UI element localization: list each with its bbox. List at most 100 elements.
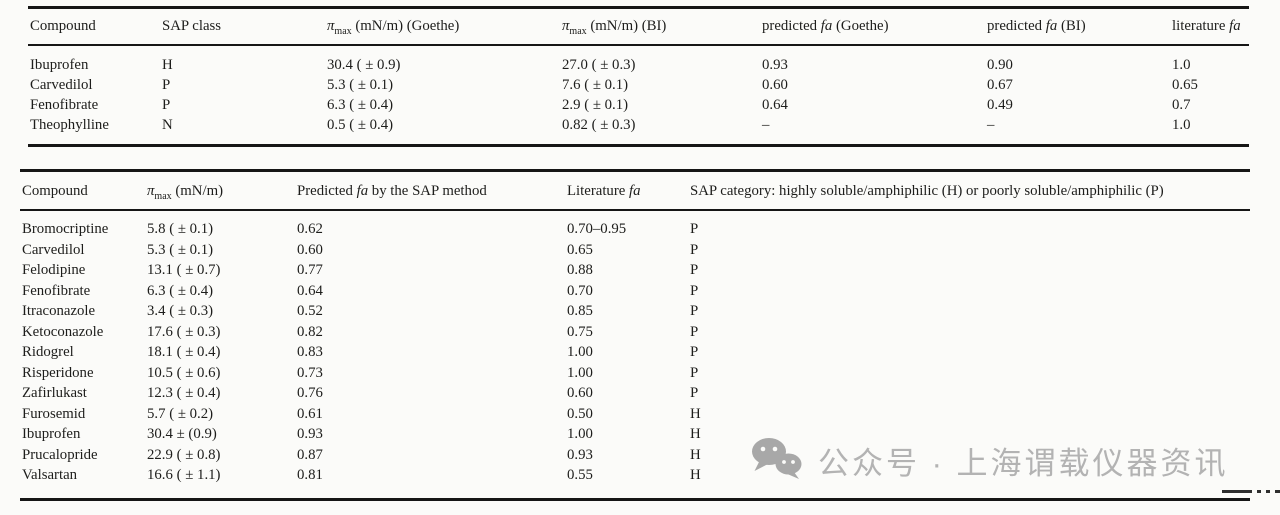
table-cell-sap_class: H [162,57,173,73]
table-row: Ketoconazole 17.6 ( ± 0.3) 0.82 0.75 P [20,322,1250,343]
table-cell-compound: Theophylline [30,117,109,133]
table-cell-category: P [690,221,699,237]
table-cell-category: P [690,282,699,299]
col-header-pimax: πmax (mN/m) [145,170,295,211]
table-cell-pi_bi: 7.6 ( ± 0.1) [562,77,629,93]
table-row: Risperidone 10.5 ( ± 0.6) 0.73 1.00 P [20,363,1250,384]
table-cell-fa_bi: 0.49 [987,97,1013,113]
table-cell-fa_lit: 1.0 [1172,117,1191,133]
table-cell-category: H [690,467,701,483]
watermark: 公众号 · 上海谓载仪器资讯 [750,436,1229,484]
col-header-predicted-fa-goethe: predicted fa (Goethe) [760,7,985,46]
table-cell-category: H [690,446,701,463]
table-cell-fa_pred: 0.82 [297,323,323,340]
col-header-predicted-fa-sap: Predicted fa by the SAP method [295,170,565,211]
table-cell-sap_class: P [162,77,171,93]
table-cell-pi_goethe: 0.5 ( ± 0.4) [327,117,394,133]
table-cell-category: P [690,344,699,360]
table-cell-compound: Fenofibrate [30,97,99,113]
table-row: Carvedilol P 5.3 ( ± 0.1) 7.6 ( ± 0.1) 0.60 0… [28,75,1249,95]
table-cell-category: P [690,323,699,340]
table-cell-compound: Bromocriptine [22,221,109,237]
table-cell-compound: Prucalopride [22,446,98,463]
table-cell-fa_lit: 0.60 [567,385,593,401]
table-cell-fa_lit: 0.75 [567,323,593,340]
table-cell-category: P [690,385,699,401]
table-cell-fa_pred: 0.76 [297,385,323,401]
table-cell-fa_lit: 0.7 [1172,97,1191,113]
table-cell-fa_pred: 0.61 [297,405,323,422]
table-row: Bromocriptine 5.8 ( ± 0.1) 0.62 0.70–0.95 P [20,210,1250,240]
table-cell-fa_lit: 0.65 [1172,77,1198,93]
table-cell-fa_pred: 0.93 [297,426,323,442]
table-cell-fa_pred: 0.60 [297,241,323,258]
table-cell-pi_max: 22.9 ( ± 0.8) [147,446,221,463]
table-cell-pi_max: 12.3 ( ± 0.4) [147,385,221,401]
col-header-sap-category: SAP category: highly soluble/amphiphilic… [688,170,1250,211]
table-cell-fa_bi: – [987,117,995,133]
table-cell-category: H [690,426,701,442]
wechat-icon [750,436,804,485]
table-row: Fenofibrate 6.3 ( ± 0.4) 0.64 0.70 P [20,281,1250,302]
table-cell-pi_max: 30.4 ± (0.9) [147,426,217,442]
table-cell-pi_max: 5.7 ( ± 0.2) [147,405,214,422]
table-cell-fa_pred: 0.87 [297,446,323,463]
table-cell-fa_pred: 0.64 [297,282,323,299]
col-header-compound: Compound [28,7,160,46]
table-cell-compound: Ridogrel [22,344,74,360]
table-row: Ibuprofen H 30.4 ( ± 0.9) 27.0 ( ± 0.3) 0.93… [28,45,1249,75]
table-row: Furosemid 5.7 ( ± 0.2) 0.61 0.50 H [20,404,1250,425]
table-cell-pi_max: 3.4 ( ± 0.3) [147,303,214,319]
table-cell-pi_max: 5.3 ( ± 0.1) [147,241,214,258]
table-cell-compound: Risperidone [22,364,94,381]
watermark-text: 公众号 · 上海谓载仪器资讯 [818,445,1229,481]
table-cell-fa_lit: 0.55 [567,467,593,483]
table-row: Itraconazole 3.4 ( ± 0.3) 0.52 0.85 P [20,301,1250,322]
table-cell-fa_lit: 0.88 [567,262,593,278]
table-cell-compound: Valsartan [22,467,78,483]
table-cell-fa_goethe: – [762,117,770,133]
results-table-goethe-bi: Compound SAP class πmax (mN/m) (Goethe) … [28,6,1249,147]
table1-header: Compound SAP class πmax (mN/m) (Goethe) … [28,7,1249,46]
table-cell-compound: Ibuprofen [22,426,81,442]
table-row: Prucalopride 22.9 ( ± 0.8) 0.87 0.93 H [20,445,1250,466]
col-header-predicted-fa-bi: predicted fa (BI) [985,7,1170,46]
table-cell-pi_goethe: 30.4 ( ± 0.9) [327,57,401,73]
table-cell-fa_goethe: 0.60 [762,77,788,93]
table-cell-category: P [690,364,699,381]
table-cell-pi_max: 16.6 ( ± 1.1) [147,467,221,483]
table-row: Zafirlukast 12.3 ( ± 0.4) 0.76 0.60 P [20,383,1250,404]
table-cell-pi_max: 6.3 ( ± 0.4) [147,282,214,299]
table-row: Ridogrel 18.1 ( ± 0.4) 0.83 1.00 P [20,342,1250,363]
table-cell-compound: Zafirlukast [22,385,87,401]
col-header-pimax-bi: πmax (mN/m) (BI) [560,7,760,46]
table-cell-fa_goethe: 0.64 [762,97,788,113]
col-header-sap-class: SAP class [160,7,325,46]
table-cell-pi_max: 13.1 ( ± 0.7) [147,262,221,278]
results-table-sap-method: Compound πmax (mN/m) Predicted fa by the… [20,169,1250,501]
table-cell-pi_bi: 27.0 ( ± 0.3) [562,57,636,73]
table-cell-category: P [690,241,699,258]
table-cell-fa_pred: 0.52 [297,303,323,319]
col-header-compound: Compound [20,170,145,211]
table-cell-pi_max: 10.5 ( ± 0.6) [147,364,221,381]
table-row: Ibuprofen 30.4 ± (0.9) 0.93 1.00 H [20,424,1250,445]
table-cell-sap_class: N [162,117,173,133]
table-row: Fenofibrate P 6.3 ( ± 0.4) 2.9 ( ± 0.1) 0.64… [28,95,1249,115]
table-cell-compound: Ibuprofen [30,57,89,73]
table-cell-fa_bi: 0.90 [987,57,1013,73]
table-cell-compound: Carvedilol [22,241,85,258]
table-cell-category: P [690,262,699,278]
table-cell-pi_bi: 2.9 ( ± 0.1) [562,97,629,113]
table-cell-pi_max: 5.8 ( ± 0.1) [147,221,214,237]
table-cell-compound: Carvedilol [30,77,93,93]
table-cell-pi_goethe: 5.3 ( ± 0.1) [327,77,394,93]
table-cell-compound: Felodipine [22,262,86,278]
table-cell-fa_pred: 0.62 [297,221,323,237]
table-cell-pi_max: 17.6 ( ± 0.3) [147,323,221,340]
table-cell-fa_lit: 1.00 [567,364,593,381]
table-cell-fa_lit: 0.93 [567,446,593,463]
table-row: Valsartan 16.6 ( ± 1.1) 0.81 0.55 H [20,465,1250,499]
table-cell-fa_lit: 1.00 [567,344,593,360]
